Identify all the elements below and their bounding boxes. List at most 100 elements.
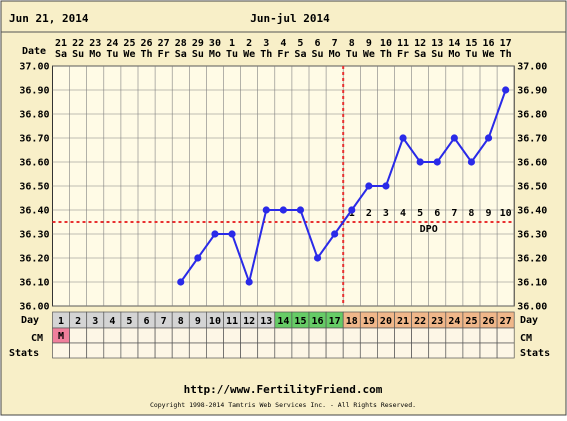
weekday-tick-label: Tu	[465, 49, 477, 60]
weekday-tick-label: Mo	[329, 49, 341, 60]
weekday-tick-label: We	[483, 49, 495, 60]
temperature-point	[331, 230, 339, 238]
weekday-tick-label: We	[363, 49, 375, 60]
cm-cell	[274, 327, 293, 344]
weekday-tick-label: Sa	[294, 49, 306, 60]
temperature-point	[348, 206, 356, 214]
dpo-label: 8	[468, 208, 474, 219]
date-tick-label: 23	[89, 38, 101, 49]
y-tick-label-right: 36.50	[517, 182, 547, 193]
date-tick-label: 27	[158, 38, 170, 49]
series-layer	[177, 86, 510, 286]
weekday-tick-label: Tu	[106, 49, 118, 60]
weekday-tick-label: Fr	[158, 49, 170, 60]
stats-cell	[171, 342, 190, 359]
y-tick-label-right: 36.00	[517, 302, 547, 313]
cm-cell	[103, 327, 122, 344]
temperature-point	[211, 230, 219, 238]
cm-cell	[154, 327, 173, 344]
y-tick-label-left: 36.80	[19, 110, 49, 121]
day-row-label-left: Day	[21, 315, 39, 326]
cycle-day-label: 11	[226, 316, 238, 327]
cm-cell	[445, 327, 464, 344]
dpo-label: 4	[400, 208, 406, 219]
cm-cell	[188, 327, 207, 344]
weekday-tick-label: Tu	[346, 49, 358, 60]
cycle-day-label: 26	[483, 316, 495, 327]
cycle-day-label: 10	[209, 316, 221, 327]
date-tick-label: 1	[229, 38, 235, 49]
plot-area: 37.00 37.00 36.90 36.90 36.80 36.80 36.70 36.70…	[19, 38, 547, 313]
weekday-tick-label: Fr	[277, 49, 289, 60]
stats-cell	[496, 342, 515, 359]
stats-cell	[52, 342, 70, 359]
weekday-tick-label: Tu	[226, 49, 238, 60]
stats-cell	[257, 342, 276, 359]
cycle-day-label: 16	[312, 316, 324, 327]
y-tick-label-left: 36.70	[19, 134, 49, 145]
temperature-point	[245, 278, 253, 286]
temperature-point	[484, 134, 493, 142]
cm-cell	[69, 327, 88, 344]
cm-cell	[120, 327, 139, 344]
y-tick-label-left: 36.30	[19, 230, 49, 241]
date-tick-label: 9	[366, 38, 372, 49]
y-tick-label-left: 36.90	[19, 86, 49, 97]
dpo-text: DPO	[420, 224, 438, 235]
cycle-day-label: 9	[195, 316, 201, 327]
stats-cell	[325, 342, 344, 359]
cycle-day-label: 3	[92, 316, 98, 327]
weekday-tick-label: Th	[260, 49, 272, 60]
y-tick-label-right: 37.00	[517, 62, 547, 73]
cm-cell	[86, 327, 105, 344]
weekday-tick-label: We	[123, 49, 135, 60]
cm-cell	[377, 327, 395, 344]
cycle-day-label: 15	[294, 316, 306, 327]
date-tick-label: 15	[465, 38, 477, 49]
weekday-tick-label: Mo	[209, 49, 221, 60]
temperature-point	[262, 206, 270, 214]
cm-cell	[411, 327, 430, 344]
temperature-point	[416, 158, 424, 166]
date-tick-label: 6	[315, 38, 321, 49]
stats-cell	[462, 342, 481, 359]
date-tick-label: 17	[500, 38, 512, 49]
date-row-label: Date	[22, 46, 46, 57]
y-tick-label-right: 36.30	[517, 230, 547, 241]
y-tick-label-left: 36.40	[19, 206, 49, 217]
cycle-day-label: 2	[75, 316, 81, 327]
stats-row-label-right: Stats	[520, 348, 550, 359]
cm-marker-label: M	[58, 331, 64, 342]
cm-cell	[291, 327, 310, 344]
temperature-point	[365, 182, 373, 190]
date-tick-label: 13	[431, 38, 443, 49]
bottom-rows: 1M2 3 4 5 6 7 8 9 10 11 12 13 14 15 16 17 18 19 20 21 22 23 24…	[52, 311, 515, 359]
cycle-day-label: 25	[465, 316, 477, 327]
stats-cell	[359, 342, 378, 359]
cm-cell	[206, 327, 224, 344]
date-tick-label: 8	[349, 38, 355, 49]
cycle-day-label: 22	[414, 316, 426, 327]
temperature-point	[279, 206, 287, 214]
stats-cell	[120, 342, 139, 359]
y-tick-label-left: 36.60	[19, 158, 49, 169]
dpo-label: 9	[486, 208, 492, 219]
cm-cell	[137, 327, 156, 344]
temperature-point	[467, 158, 476, 166]
cycle-day-label: 6	[144, 316, 150, 327]
cycle-day-label: 7	[161, 316, 167, 327]
cm-cell	[308, 327, 327, 344]
date-tick-label: 7	[332, 38, 338, 49]
date-tick-label: 30	[209, 38, 221, 49]
stats-cell	[428, 342, 447, 359]
stats-cell	[188, 342, 207, 359]
date-tick-label: 24	[106, 38, 118, 49]
stats-cell	[240, 342, 259, 359]
cycle-day-label: 5	[126, 316, 132, 327]
weekday-tick-label: Fr	[397, 49, 409, 60]
y-tick-label-right: 36.10	[517, 278, 547, 289]
stats-cell	[69, 342, 88, 359]
y-tick-label-right: 36.70	[517, 134, 547, 145]
stats-cell	[445, 342, 464, 359]
day-row-label-right: Day	[520, 315, 538, 326]
